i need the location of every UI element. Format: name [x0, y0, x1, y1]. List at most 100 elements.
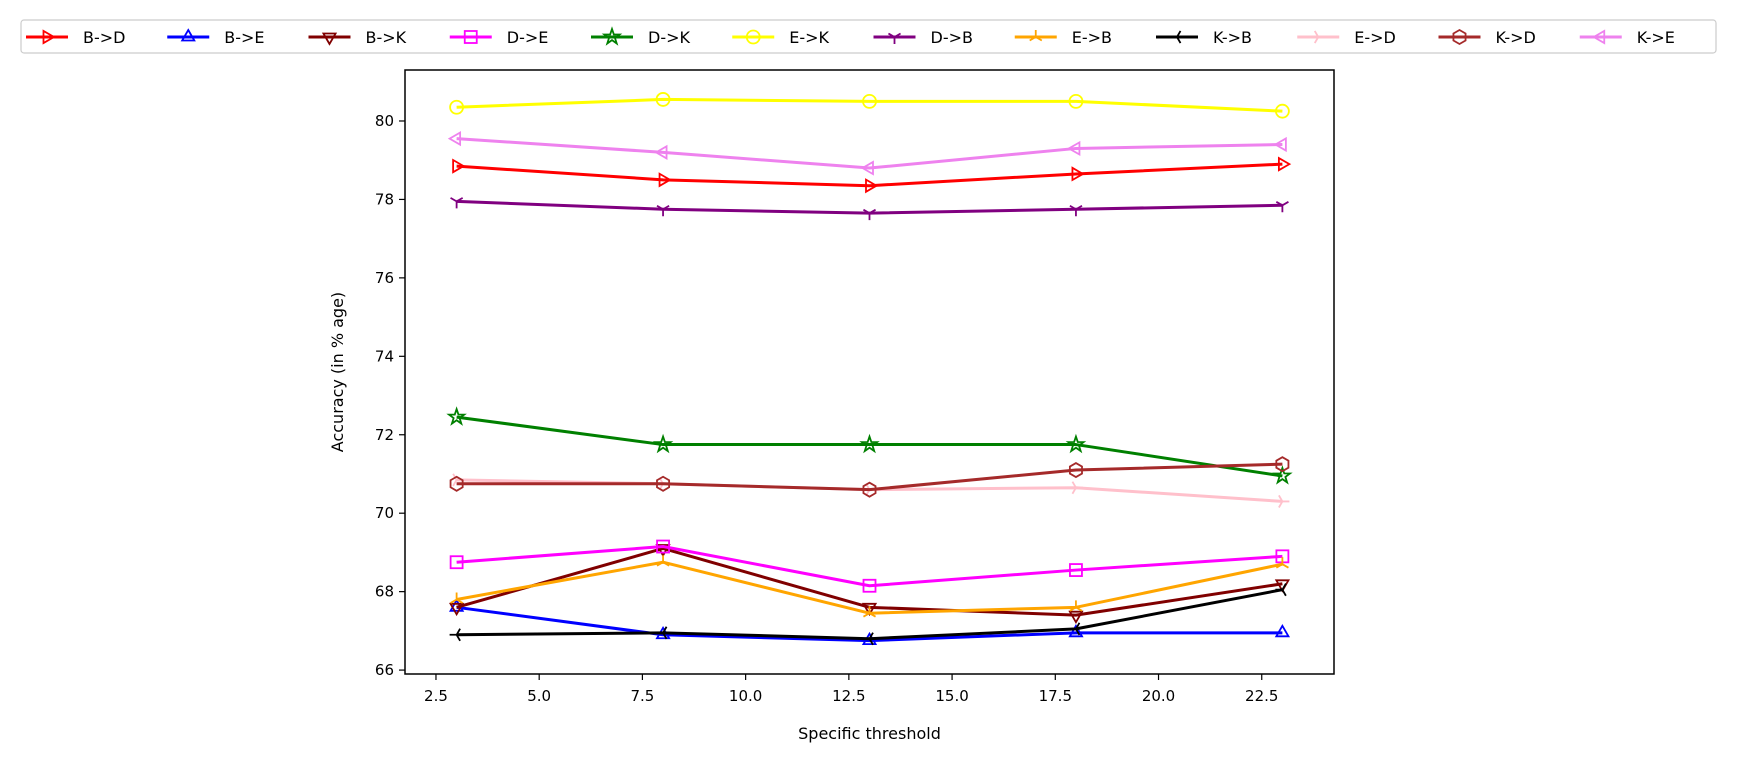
data-point-e-to-d [1071, 481, 1083, 495]
legend-label: D->B [931, 28, 973, 47]
data-point-d-to-k [1272, 465, 1293, 485]
series-line-d-to-k [456, 415, 1283, 478]
legend-marker-e-to-k [745, 29, 761, 45]
data-point-e-to-k [1274, 103, 1290, 119]
legend-item-b-to-d: B->D [26, 28, 125, 47]
x-axis: 2.5 5.0 7.5 10.0 12.5 15.0 17.5 20.0 22.5 [424, 674, 1278, 705]
legend-marker-e-to-b [1029, 30, 1043, 42]
data-point-d-to-e [656, 539, 670, 554]
data-point-b-to-d [1071, 166, 1085, 182]
data-point-k-to-b [656, 626, 668, 640]
data-point-k-to-e [1273, 136, 1287, 153]
data-point-k-to-d [1068, 462, 1083, 479]
data-point-k-to-e [447, 131, 462, 147]
legend-item-k-to-b: K->B [1156, 28, 1252, 47]
data-point-e-to-d [1278, 494, 1290, 508]
x-tick-label: 22.5 [1245, 687, 1278, 705]
series-d-to-b [450, 197, 1289, 221]
legend-item-d-to-k: D->K [591, 26, 691, 47]
x-tick-label: 17.5 [1039, 687, 1072, 705]
data-point-b-to-d [1277, 156, 1292, 172]
legend-label: B->E [224, 28, 264, 47]
legend-label: D->E [507, 28, 549, 47]
legend-marker-b-to-d [42, 29, 56, 45]
legend-label: E->D [1354, 28, 1396, 47]
legend-marker-e-to-d [1313, 30, 1326, 44]
data-point-k-to-d [656, 475, 671, 492]
x-tick-label: 15.0 [935, 687, 968, 705]
data-point-b-to-d [658, 172, 672, 188]
data-point-d-to-k [652, 433, 674, 454]
legend-item-k-to-d: K->D [1438, 28, 1536, 47]
legend-label: K->E [1637, 28, 1675, 47]
series-line-b-to-d [456, 162, 1283, 188]
series-line-k-to-e [456, 137, 1283, 170]
data-point-k-to-b [1275, 583, 1287, 597]
x-axis-label: Specific threshold [798, 724, 941, 743]
y-tick-label: 66 [375, 661, 394, 679]
data-point-e-to-k [862, 93, 877, 109]
series-k-to-e [447, 131, 1287, 176]
series-d-to-k [446, 406, 1293, 485]
plot-area: 2.5 5.0 7.5 10.0 12.5 15.0 17.5 20.0 22.5 66 68 70… [375, 69, 1335, 705]
series-line-b-to-e [456, 605, 1283, 643]
data-point-d-to-e [1069, 563, 1083, 577]
y-tick-label: 70 [375, 504, 394, 522]
legend-item-d-to-e: D->E [449, 28, 549, 47]
data-point-k-to-d [1275, 456, 1290, 473]
y-tick-label: 78 [375, 190, 394, 208]
legend-marker-k-to-b [1170, 30, 1182, 44]
legend-item-e-to-d: E->D [1297, 28, 1396, 47]
legend-label: D->K [648, 28, 691, 47]
y-tick-label: 74 [375, 347, 394, 365]
legend-item-b-to-e: B->E [167, 28, 265, 47]
x-tick-label: 2.5 [424, 687, 448, 705]
series-line-d-to-b [456, 199, 1283, 215]
x-tick-label: 12.5 [832, 687, 865, 705]
legend-label: K->D [1496, 28, 1536, 47]
data-point-k-to-e [654, 144, 668, 160]
y-axis-label: Accuracy (in % age) [328, 292, 347, 452]
data-point-b-to-d [452, 158, 466, 174]
data-point-k-to-b [862, 632, 874, 646]
data-point-b-to-e [1274, 624, 1291, 638]
data-point-b-to-k [655, 544, 671, 558]
data-point-k-to-b [1068, 622, 1081, 636]
legend-marker-k-to-e [1591, 29, 1606, 45]
data-point-d-to-k [1065, 433, 1087, 454]
x-tick-label: 20.0 [1142, 687, 1175, 705]
series-k-to-d [449, 456, 1290, 498]
data-point-b-to-k [1068, 610, 1084, 624]
series-line-e-to-b [456, 560, 1283, 615]
data-point-e-to-k [449, 99, 465, 115]
legend-label: E->K [789, 28, 829, 47]
plot-frame [404, 69, 1335, 675]
series-k-to-b [449, 583, 1287, 646]
data-point-b-to-d [865, 178, 879, 194]
series-e-to-b [450, 555, 1289, 618]
data-point-d-to-e [862, 578, 877, 593]
legend-marker-d-to-k [601, 26, 623, 46]
x-tick-label: 10.0 [729, 687, 762, 705]
series-line-b-to-k [456, 546, 1283, 617]
legend-item-e-to-b: E->B [1014, 28, 1112, 47]
y-tick-label: 72 [375, 426, 394, 444]
legend-marker-d-to-e [463, 30, 478, 44]
data-point-k-to-d [449, 475, 464, 492]
series-lines [446, 92, 1293, 646]
data-point-e-to-k [655, 92, 671, 107]
data-point-e-to-b [656, 555, 670, 567]
data-point-d-to-k [859, 433, 880, 454]
legend-marker-k-to-d [1452, 28, 1467, 46]
data-point-k-to-d [862, 481, 877, 498]
legend-label: B->D [83, 28, 125, 47]
series-line-d-to-e [456, 545, 1283, 588]
data-point-k-to-e [1067, 140, 1081, 157]
legend-item-d-to-b: D->B [873, 28, 973, 47]
x-tick-label: 7.5 [630, 687, 654, 705]
series-e-to-k [449, 92, 1290, 119]
data-point-b-to-k [861, 602, 878, 617]
data-point-e-to-k [1068, 93, 1084, 109]
legend-item-e-to-k: E->K [732, 28, 830, 47]
